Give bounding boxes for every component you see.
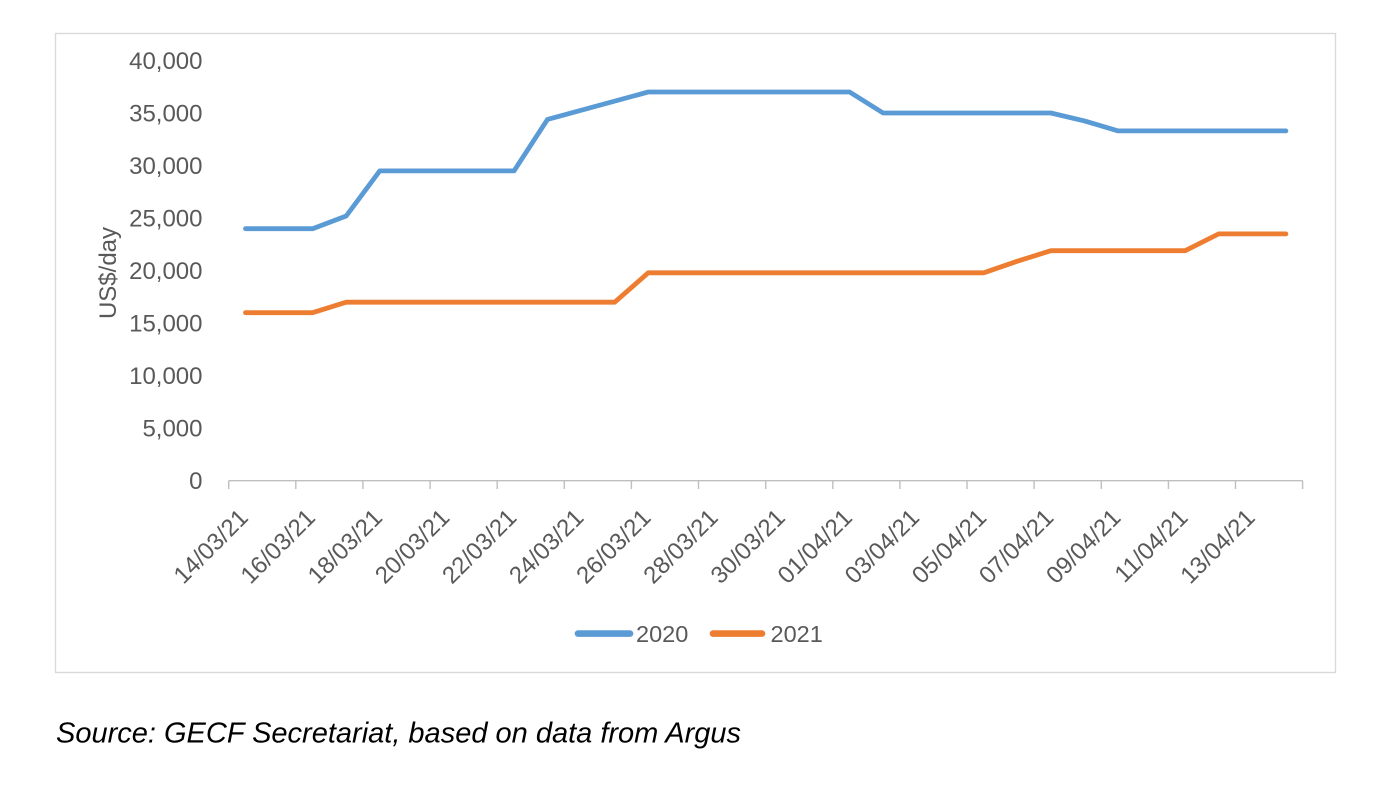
- svg-text:40,000: 40,000: [129, 48, 202, 75]
- svg-text:20,000: 20,000: [129, 258, 202, 285]
- svg-text:10,000: 10,000: [129, 363, 202, 390]
- svg-text:2020: 2020: [636, 621, 688, 647]
- svg-text:25,000: 25,000: [129, 205, 202, 232]
- svg-text:0: 0: [189, 468, 202, 495]
- svg-text:Source: GECF Secretariat, base: Source: GECF Secretariat, based on data …: [56, 718, 741, 750]
- svg-text:US$/day: US$/day: [95, 227, 122, 319]
- svg-text:35,000: 35,000: [129, 100, 202, 127]
- svg-text:2021: 2021: [771, 621, 823, 647]
- svg-text:15,000: 15,000: [129, 311, 202, 338]
- svg-text:30,000: 30,000: [129, 153, 202, 180]
- svg-text:5,000: 5,000: [142, 416, 202, 443]
